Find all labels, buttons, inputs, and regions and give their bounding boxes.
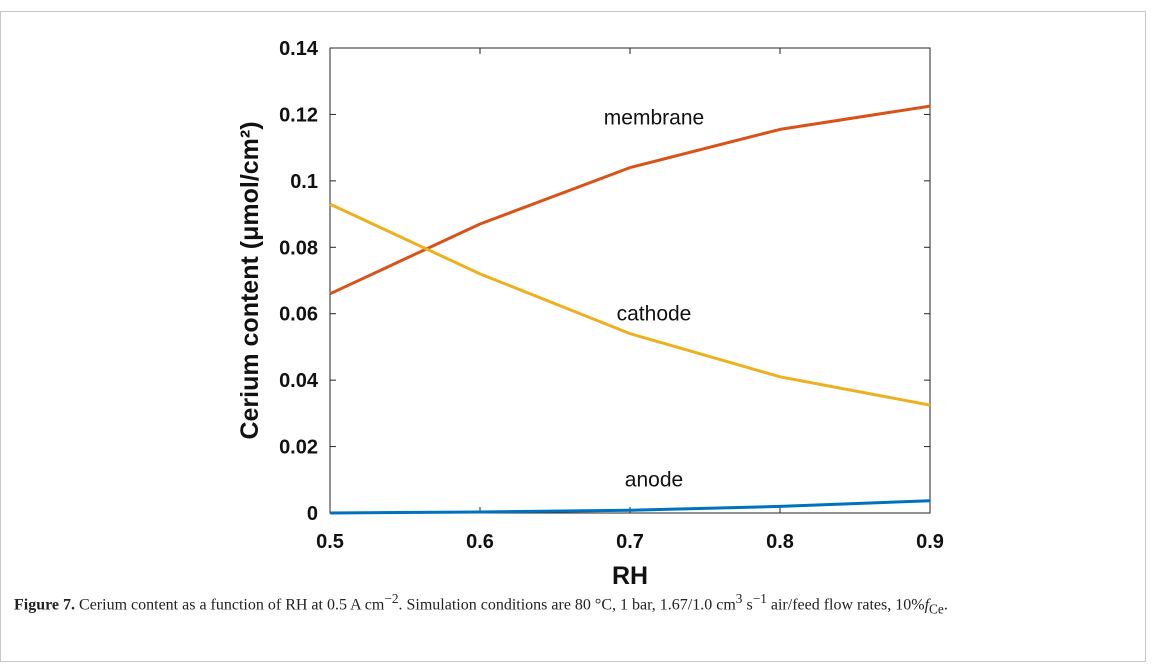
figure-caption: Figure 7. Cerium content as a function o… [14, 588, 1134, 620]
y-tick-label: 0.02 [279, 437, 318, 459]
y-tick-label: 0 [307, 503, 318, 525]
figure-frame [0, 11, 1146, 662]
x-tick-label: 0.5 [316, 531, 344, 553]
y-tick-label: 0.04 [279, 370, 319, 392]
figure-label: Figure 7. [14, 596, 76, 614]
y-tick-label: 0.1 [290, 171, 318, 193]
y-tick-label: 0.14 [279, 38, 319, 60]
caption-text: . Simulation conditions are 80 °C, 1 bar… [398, 596, 736, 614]
series-line-anode [329, 499, 931, 515]
caption-sup: −2 [384, 591, 399, 606]
caption-symbol: f [924, 596, 930, 614]
series-line-membrane [329, 104, 931, 296]
series-label-cathode: cathode [617, 302, 692, 325]
series-line-cathode [329, 202, 931, 407]
caption-sup: 3 [735, 591, 743, 606]
caption-text: . [943, 596, 948, 614]
y-tick-label: 0.06 [279, 304, 318, 326]
caption-text: Cerium content as a function of RH at 0.… [75, 596, 385, 614]
caption-text: air/feed flow rates, 10% [766, 596, 925, 614]
caption-sup: −1 [752, 591, 767, 606]
series-label-anode: anode [625, 468, 683, 491]
y-tick-label: 0.08 [279, 237, 318, 259]
x-tick-label: 0.9 [916, 531, 944, 553]
x-tick-label: 0.6 [466, 531, 494, 553]
x-tick-label: 0.7 [616, 531, 644, 553]
caption-sub: Ce [929, 601, 944, 617]
x-axis-title: RH [612, 562, 648, 590]
caption-text: s [742, 596, 753, 614]
series-label-membrane: membrane [604, 106, 704, 129]
y-tick-label: 0.12 [279, 104, 318, 126]
line-chart: 0.5 0.6 0.7 0.8 0.9 0 0.02 0.04 0.06 0.08 0.1 0.12 0… [236, 38, 944, 590]
x-tick-label: 0.8 [766, 531, 794, 553]
y-axis-title: Cerium content (μmol/cm²) [236, 121, 264, 439]
